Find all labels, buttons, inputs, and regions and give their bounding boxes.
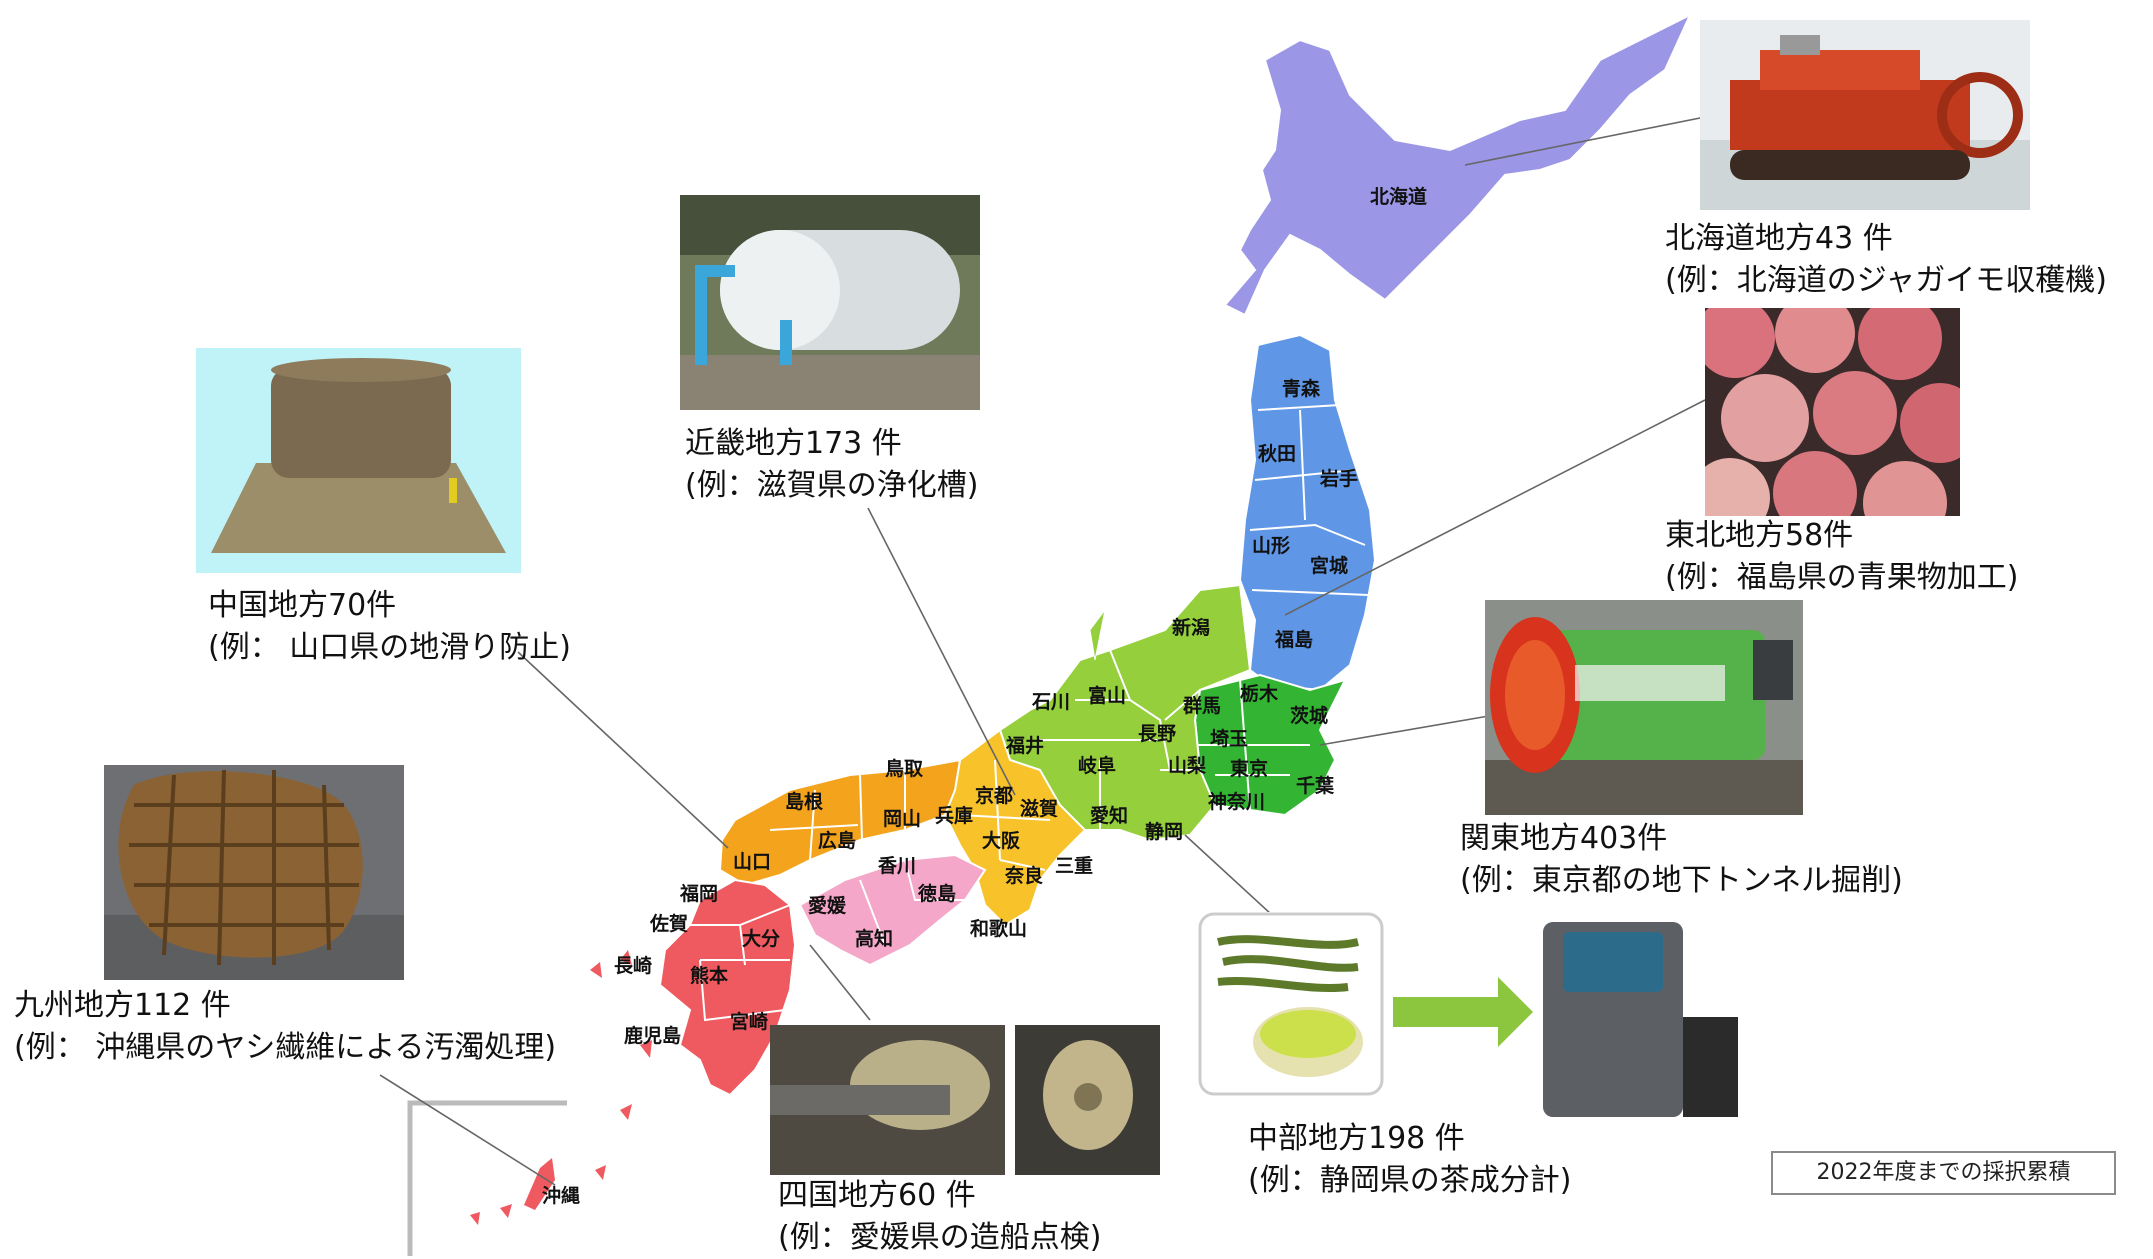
photo-erosion-mat bbox=[196, 348, 521, 573]
prefecture-labels: 北海道 青森 秋田 岩手 山形 宮城 福島 新潟 栃木 群馬 茨城 埼玉 東京 … bbox=[542, 185, 1427, 1207]
caption-kyushu-example: (例： 沖縄県のヤシ繊維による汚濁処理) bbox=[14, 1030, 557, 1065]
photo-ship-propellers bbox=[770, 1025, 1160, 1175]
pref-label-okinawa: 沖縄 bbox=[542, 1184, 580, 1207]
caption-kyushu: 九州地方112 件 (例： 沖縄県のヤシ繊維による汚濁処理) bbox=[14, 985, 556, 1069]
photo-potato-harvester bbox=[1700, 20, 2030, 210]
pref-label-hyogo: 兵庫 bbox=[935, 804, 973, 827]
pref-label-chiba: 千葉 bbox=[1296, 775, 1335, 797]
pref-label-miyazaki: 宮崎 bbox=[730, 1010, 768, 1033]
pref-label-aomori: 青森 bbox=[1282, 377, 1321, 400]
pref-label-ibaraki: 茨城 bbox=[1290, 704, 1328, 727]
region-hokkaido bbox=[1223, 12, 1693, 317]
caption-kyushu-title: 九州地方112 件 bbox=[14, 988, 231, 1023]
pref-label-tokyo: 東京 bbox=[1230, 757, 1268, 780]
caption-chugoku: 中国地方70件 (例： 山口県の地滑り防止) bbox=[208, 585, 571, 669]
okinawa-inset-frame bbox=[407, 1100, 567, 1256]
photo-tea-analyzer bbox=[1198, 912, 1743, 1122]
caption-kanto-example: (例：東京都の地下トンネル掘削) bbox=[1460, 863, 1903, 898]
pref-label-miyagi: 宮城 bbox=[1310, 554, 1348, 577]
pref-label-akita: 秋田 bbox=[1258, 442, 1296, 465]
pref-label-nara: 奈良 bbox=[1004, 864, 1043, 887]
caption-chubu-example: (例：静岡県の茶成分計) bbox=[1248, 1163, 1572, 1198]
pref-label-hiroshima: 広島 bbox=[818, 829, 856, 852]
region-kyushu bbox=[590, 878, 797, 1180]
caption-kinki: 近畿地方173 件 (例：滋賀県の浄化槽) bbox=[685, 423, 978, 507]
caption-tohoku: 東北地方58件 (例：福島県の青果物加工) bbox=[1665, 515, 2018, 599]
caption-kanto-title: 関東地方403件 bbox=[1460, 821, 1668, 856]
photo-tunnel-boring-machine bbox=[1485, 600, 1803, 815]
pref-label-aichi: 愛知 bbox=[1090, 804, 1128, 827]
pref-label-kanagawa: 神奈川 bbox=[1208, 790, 1265, 813]
pref-label-iwate: 岩手 bbox=[1319, 467, 1358, 490]
caption-tohoku-example: (例：福島県の青果物加工) bbox=[1665, 560, 2019, 595]
pref-label-tochigi: 栃木 bbox=[1240, 682, 1279, 705]
pref-label-saitama: 埼玉 bbox=[1210, 727, 1248, 750]
pref-label-okayama: 岡山 bbox=[883, 808, 921, 830]
caption-hokkaido-example: (例：北海道のジャガイモ収穫機) bbox=[1665, 263, 2107, 298]
pref-label-fukuoka: 福岡 bbox=[679, 882, 718, 905]
caption-kanto: 関東地方403件 (例：東京都の地下トンネル掘削) bbox=[1460, 818, 1903, 902]
pref-label-nagasaki: 長崎 bbox=[614, 954, 652, 977]
pref-label-yamaguchi: 山口 bbox=[733, 851, 771, 873]
pref-label-tokushima: 徳島 bbox=[917, 882, 956, 905]
pref-label-fukui: 福井 bbox=[1005, 734, 1044, 757]
caption-chubu: 中部地方198 件 (例：静岡県の茶成分計) bbox=[1248, 1118, 1571, 1202]
caption-shikoku-example: (例：愛媛県の造船点検) bbox=[778, 1220, 1102, 1255]
caption-hokkaido: 北海道地方43 件 (例：北海道のジャガイモ収穫機) bbox=[1665, 218, 2107, 302]
pref-label-kagawa: 香川 bbox=[877, 855, 916, 877]
caption-chugoku-example: (例： 山口県の地滑り防止) bbox=[208, 630, 571, 665]
region-shikoku bbox=[798, 853, 987, 967]
pref-label-osaka: 大阪 bbox=[982, 829, 1021, 852]
pref-label-ishikawa: 石川 bbox=[1031, 691, 1070, 713]
pref-label-niigata: 新潟 bbox=[1172, 616, 1210, 639]
photo-coir-log bbox=[104, 765, 404, 980]
leader-lines bbox=[379, 116, 1706, 1186]
cumulative-note: 2022年度までの採択累積 bbox=[1771, 1151, 2116, 1195]
caption-kinki-title: 近畿地方173 件 bbox=[685, 426, 902, 461]
pref-label-fukushima: 福島 bbox=[1274, 628, 1313, 651]
pref-label-oita: 大分 bbox=[742, 927, 780, 950]
caption-tohoku-title: 東北地方58件 bbox=[1665, 518, 1854, 553]
pref-label-nagano: 長野 bbox=[1138, 723, 1176, 745]
caption-shikoku-title: 四国地方60 件 bbox=[778, 1178, 976, 1213]
pref-label-kumamoto: 熊本 bbox=[690, 964, 728, 987]
pref-label-yamanashi: 山梨 bbox=[1168, 754, 1207, 777]
pref-label-kochi: 高知 bbox=[855, 927, 893, 950]
caption-shikoku: 四国地方60 件 (例：愛媛県の造船点検) bbox=[778, 1175, 1101, 1259]
caption-hokkaido-title: 北海道地方43 件 bbox=[1665, 221, 1893, 256]
pref-label-saga: 佐賀 bbox=[649, 912, 688, 935]
pref-label-shiga: 滋賀 bbox=[1020, 797, 1058, 820]
pref-label-gunma: 群馬 bbox=[1182, 694, 1221, 717]
pref-label-kyoto: 京都 bbox=[975, 784, 1013, 807]
region-tohoku bbox=[1238, 333, 1377, 692]
pref-label-ehime: 愛媛 bbox=[808, 894, 847, 917]
pref-label-shimane: 島根 bbox=[785, 790, 823, 813]
pref-label-kagoshima: 鹿児島 bbox=[624, 1024, 681, 1047]
pref-label-hokkaido: 北海道 bbox=[1370, 185, 1427, 208]
caption-chugoku-title: 中国地方70件 bbox=[208, 588, 397, 623]
pref-label-mie: 三重 bbox=[1055, 855, 1093, 877]
caption-kinki-example: (例：滋賀県の浄化槽) bbox=[685, 468, 979, 503]
pref-label-tottori: 鳥取 bbox=[885, 757, 923, 780]
pref-label-gifu: 岐阜 bbox=[1078, 754, 1116, 777]
pref-label-toyama: 富山 bbox=[1088, 684, 1126, 707]
photo-septic-tank bbox=[680, 195, 980, 410]
region-okinawa bbox=[470, 1158, 555, 1225]
pref-label-yamagata: 山形 bbox=[1252, 535, 1290, 557]
photo-peaches bbox=[1705, 308, 1960, 516]
caption-chubu-title: 中部地方198 件 bbox=[1248, 1121, 1465, 1156]
pref-label-shizuoka: 静岡 bbox=[1145, 820, 1183, 843]
region-chugoku bbox=[718, 758, 962, 887]
region-chubu bbox=[998, 583, 1252, 842]
pref-label-wakayama: 和歌山 bbox=[970, 917, 1027, 940]
